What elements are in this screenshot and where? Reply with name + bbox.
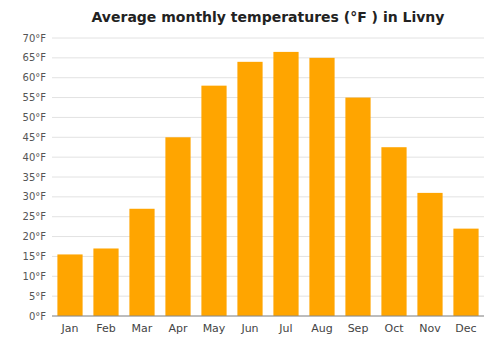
- x-tick-label: Feb: [96, 322, 115, 335]
- y-tick-label: 60°F: [23, 72, 47, 83]
- bar: [453, 229, 478, 316]
- grid-line: [52, 38, 484, 39]
- y-tick-label: 20°F: [23, 231, 47, 242]
- grid-line: [52, 157, 484, 158]
- y-tick-label: 35°F: [23, 172, 47, 183]
- y-tick-label: 65°F: [23, 52, 47, 63]
- x-tick-label: Mar: [132, 322, 153, 335]
- grid-line: [52, 97, 484, 98]
- y-tick-label: 40°F: [23, 152, 47, 163]
- x-tick-label: Dec: [455, 322, 476, 335]
- x-tick-label: Jul: [278, 322, 292, 335]
- bar: [201, 86, 226, 316]
- bar: [309, 58, 334, 316]
- y-axis: 0°F 5°F 10°F 15°F 20°F 25°F 30°F 35°F 40°F 45°F 50…: [23, 33, 484, 322]
- x-tick-label: Oct: [384, 322, 404, 335]
- x-tick-label: Apr: [168, 322, 188, 335]
- grid-line: [52, 137, 484, 138]
- bar: [93, 248, 118, 316]
- x-tick-label: Jan: [61, 322, 79, 335]
- bar: [129, 209, 154, 316]
- y-tick-label: 30°F: [23, 191, 47, 202]
- x-tick-label: Nov: [419, 322, 441, 335]
- x-tick-label: May: [203, 322, 226, 335]
- x-tick-label: Aug: [311, 322, 332, 335]
- y-tick-label: 0°F: [29, 311, 46, 322]
- bar: [345, 98, 370, 316]
- chart-title: Average monthly temperatures (°F ) in Li…: [92, 9, 445, 25]
- grid-line: [52, 316, 484, 317]
- y-tick-label: 15°F: [23, 251, 47, 262]
- grid-line: [52, 77, 484, 78]
- x-axis: Jan Feb Mar Apr May Jun Jul Aug Sep Oct Nov Dec: [52, 316, 484, 335]
- bar: [273, 52, 298, 316]
- grid-line: [52, 117, 484, 118]
- y-tick-label: 5°F: [29, 291, 46, 302]
- x-axis-line: [52, 316, 484, 317]
- x-tick-label: Jun: [240, 322, 258, 335]
- y-tick-label: 70°F: [23, 33, 47, 44]
- page: {"chart_data": {"type": "bar", "title": …: [0, 0, 500, 350]
- bar: [165, 137, 190, 316]
- bars: [57, 52, 478, 316]
- y-tick-label: 50°F: [23, 112, 47, 123]
- y-tick-label: 55°F: [23, 92, 47, 103]
- grid-line: [52, 177, 484, 178]
- bar: [417, 193, 442, 316]
- bar: [381, 147, 406, 316]
- x-tick-label: Sep: [348, 322, 369, 335]
- y-tick-label: 10°F: [23, 271, 47, 282]
- chart-container: Average monthly temperatures (°F ) in Li…: [0, 0, 500, 350]
- y-tick-label: 45°F: [23, 132, 47, 143]
- bar: [57, 254, 82, 316]
- bar: [237, 62, 262, 316]
- chart-svg: Average monthly temperatures (°F ) in Li…: [0, 0, 500, 350]
- grid-line: [52, 57, 484, 58]
- y-tick-label: 25°F: [23, 211, 47, 222]
